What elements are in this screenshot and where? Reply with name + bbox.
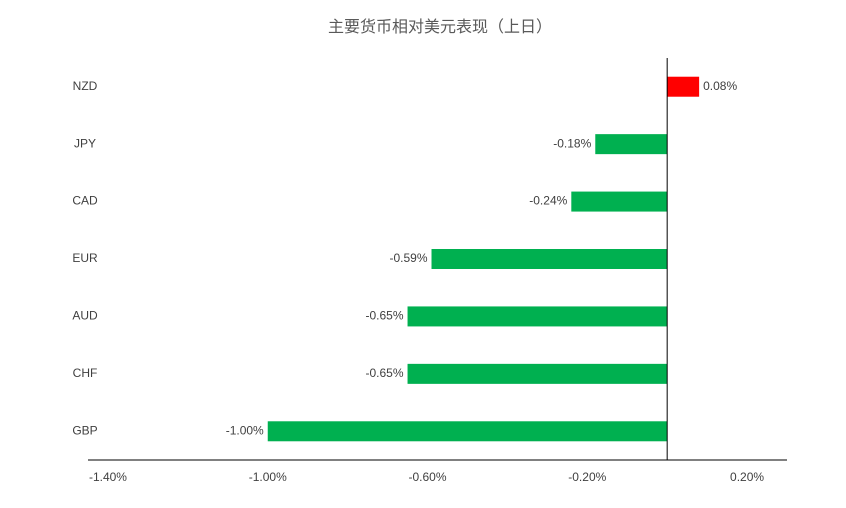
value-label: -0.65% — [366, 366, 404, 380]
y-tick-label: EUR — [72, 251, 98, 265]
bar — [267, 421, 668, 442]
bar — [595, 134, 668, 155]
value-label: -1.00% — [226, 423, 264, 437]
bar — [407, 306, 668, 327]
bar — [667, 76, 700, 97]
x-tick-label: -0.20% — [568, 470, 606, 484]
x-tick-label: 0.20% — [730, 470, 764, 484]
chart-title: 主要货币相对美元表现（上日） — [328, 18, 552, 36]
y-tick-label: CAD — [72, 194, 98, 208]
value-label: -0.24% — [529, 194, 567, 208]
x-tick-label: -0.60% — [408, 470, 446, 484]
y-tick-label: AUD — [72, 309, 98, 323]
y-tick-label: GBP — [72, 423, 97, 437]
y-tick-label: CHF — [73, 366, 98, 380]
y-tick-label: NZD — [73, 79, 98, 93]
value-label: -0.59% — [389, 251, 427, 265]
value-label: -0.18% — [553, 136, 591, 150]
x-tick-label: -1.00% — [249, 470, 287, 484]
bar — [571, 191, 668, 212]
bar — [407, 363, 668, 384]
bar — [431, 249, 668, 269]
value-label: 0.08% — [703, 79, 737, 93]
value-label: -0.65% — [366, 309, 404, 323]
y-tick-label: JPY — [74, 136, 96, 150]
x-tick-label: -1.40% — [89, 470, 127, 484]
